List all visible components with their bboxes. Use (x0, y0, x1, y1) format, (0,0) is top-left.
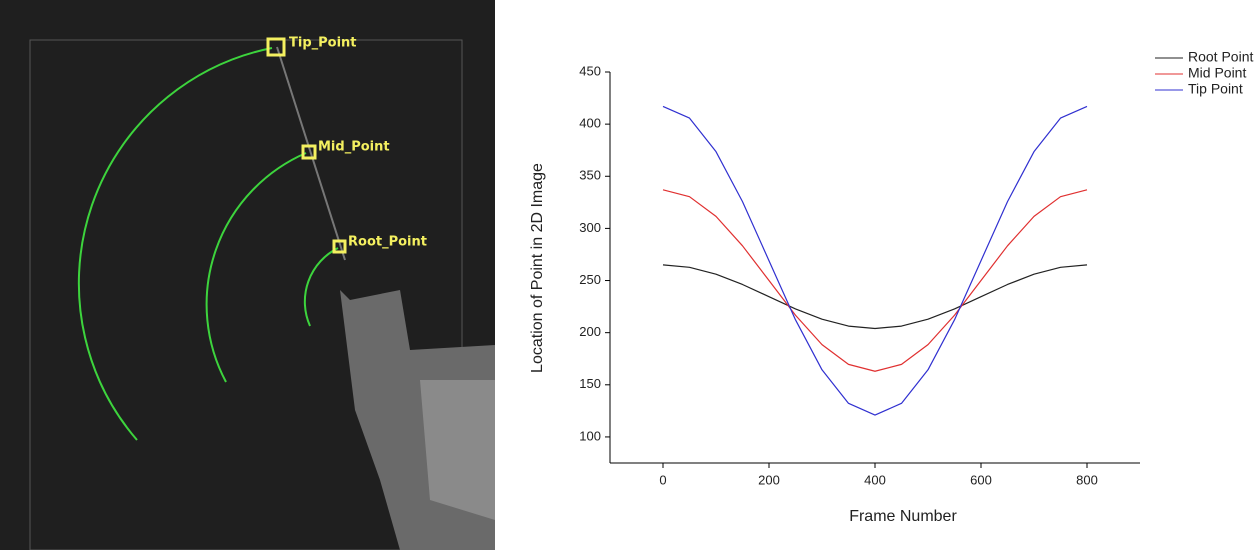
series-line (662, 189, 1088, 372)
mid-marker (301, 144, 317, 160)
tip-marker (266, 37, 286, 57)
y-tick-label: 100 (579, 428, 601, 443)
root-label: Root_Point (348, 235, 427, 250)
tip-label: Tip_Point (289, 36, 357, 51)
root-marker (332, 239, 347, 254)
series-line (662, 264, 1088, 330)
y-tick-label: 400 (579, 116, 601, 131)
x-tick-label: 400 (864, 472, 886, 487)
root-trajectory (303, 247, 339, 327)
image-frame (29, 39, 463, 550)
mid-label: Mid_Point (318, 140, 390, 155)
camera-image: Tip_Point Mid_Point Root_Point (0, 0, 495, 550)
blade (276, 46, 346, 261)
y-tick-label: 450 (579, 63, 601, 78)
x-tick-label: 800 (1076, 472, 1098, 487)
legend-label: Mid Point (1188, 65, 1246, 81)
x-axis-label: Frame Number (849, 508, 957, 525)
y-tick-label: 300 (579, 220, 601, 235)
legend-label: Tip Point (1188, 81, 1243, 97)
apparatus-detail (420, 380, 495, 520)
y-tick-label: 150 (579, 376, 601, 391)
tip-trajectory (77, 47, 273, 441)
x-tick-label: 0 (659, 472, 666, 487)
legend-label: Root Point (1188, 49, 1253, 65)
x-tick-label: 200 (758, 472, 780, 487)
y-tick-label: 350 (579, 168, 601, 183)
y-tick-label: 200 (579, 324, 601, 339)
y-axis-label: Location of Point in 2D Image (529, 163, 546, 373)
mid-trajectory (205, 152, 307, 383)
series-line (662, 105, 1088, 416)
y-tick-label: 250 (579, 272, 601, 287)
x-tick-label: 600 (970, 472, 992, 487)
